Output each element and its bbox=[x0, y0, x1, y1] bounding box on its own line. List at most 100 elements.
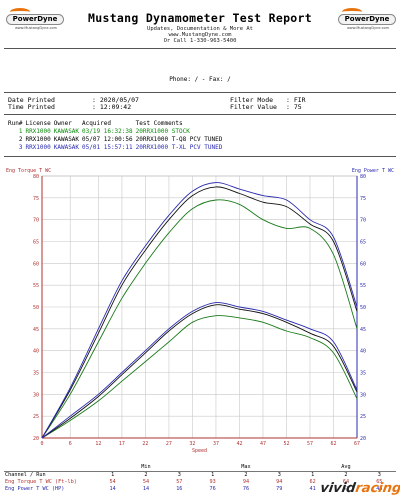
y-right-tick-label: 20 bbox=[360, 436, 366, 442]
filter-mode-label: Filter Mode bbox=[230, 96, 274, 104]
summary-run-number: 2 bbox=[244, 472, 248, 478]
dyno-chart: 0 6 12 17 22 27 32 37 42 47 52 57 62 6720253035404550… bbox=[6, 168, 394, 454]
x-tick-label: 22 bbox=[142, 441, 148, 447]
summary-run-row: Channel / Run 1 2 3 1 2 3 1 2 3 bbox=[4, 472, 396, 480]
runs-table: Run# License Owner Acquired Test Comment… bbox=[8, 120, 225, 152]
y-right-tick-label: 25 bbox=[360, 414, 366, 420]
y-left-tick-label: 50 bbox=[33, 305, 39, 311]
watermark-part1: vivid bbox=[319, 481, 357, 496]
summary-cell: 62 bbox=[309, 479, 316, 485]
summary-cell: 43 bbox=[376, 486, 383, 492]
report-title: Mustang Dynamometer Test Report bbox=[88, 11, 312, 25]
y-left-tick-label: 60 bbox=[33, 261, 39, 267]
y-right-tick-label: 60 bbox=[360, 261, 366, 267]
y-right-tick-label: 70 bbox=[360, 218, 366, 224]
powerdyne-logo-right: PowerDyne www.MustangDyne.com bbox=[338, 8, 398, 34]
run-number: 3 bbox=[18, 144, 23, 151]
y-left-tick-label: 30 bbox=[33, 392, 39, 398]
run-license: RRX1000 bbox=[25, 144, 51, 151]
run-row-1: 1 RRX1000 KAWASAK 03/19 16:32:38 20RRX10… bbox=[8, 128, 225, 136]
summary-cell: 41 bbox=[309, 486, 316, 492]
series-line-run1-power bbox=[41, 315, 358, 439]
summary-cell: 57 bbox=[176, 479, 183, 485]
summary-group-row: Min Max Avg bbox=[4, 464, 396, 472]
series-line-run2-torque bbox=[41, 186, 358, 439]
y-left-tick-label: 45 bbox=[33, 327, 39, 333]
date-printed-label: Date Printed bbox=[8, 96, 55, 104]
logo-swoosh-icon bbox=[342, 8, 362, 16]
summary-cell: 76 bbox=[242, 486, 250, 492]
summary-cell: 64 bbox=[342, 479, 350, 485]
x-tick-label: 67 bbox=[354, 441, 360, 447]
logo-swoosh-icon bbox=[10, 8, 30, 16]
summary-cell: 14 bbox=[142, 486, 150, 492]
y-left-axis-label: Eng Torque T WC bbox=[6, 168, 51, 174]
divider bbox=[4, 48, 396, 49]
y-left-tick-label: 55 bbox=[33, 283, 39, 289]
run-acquired: 03/19 16:32:38 bbox=[82, 128, 133, 135]
time-printed-value: : 12:09:42 bbox=[92, 103, 132, 111]
series-line-run1-torque bbox=[41, 199, 358, 439]
divider bbox=[4, 114, 396, 115]
x-tick-label: 27 bbox=[166, 441, 172, 447]
run-owner: KAWASAK bbox=[53, 128, 80, 135]
report-subtitle-line1: Updates, Documentation & More At bbox=[147, 26, 253, 32]
summary-group-max: Max bbox=[195, 464, 296, 472]
x-tick-label: 6 bbox=[69, 441, 72, 447]
divider bbox=[4, 92, 396, 93]
y-left-tick-label: 75 bbox=[33, 196, 39, 202]
runs-header-acquired: Acquired bbox=[82, 120, 111, 127]
runs-header-comments: Test Comments bbox=[135, 120, 183, 127]
y-right-tick-label: 65 bbox=[360, 240, 366, 246]
summary-run-number: 3 bbox=[377, 472, 381, 478]
series-line-run2-power bbox=[41, 304, 358, 439]
run-license: RRX1000 bbox=[25, 136, 51, 143]
y-left-tick-label: 35 bbox=[33, 371, 39, 377]
report-subtitle-line2: www.MustangDyne.com bbox=[168, 32, 232, 38]
series-line-run3-power bbox=[41, 302, 358, 439]
summary-group-min: Min bbox=[96, 464, 196, 472]
x-axis-label: Speed bbox=[192, 448, 207, 454]
report-subtitle-line3: Or Call 1-330-963-5400 bbox=[163, 38, 237, 44]
y-left-tick-label: 25 bbox=[33, 414, 39, 420]
runs-header-run: Run# bbox=[8, 120, 23, 127]
run-number: 1 bbox=[18, 128, 23, 135]
summary-run-number: 2 bbox=[344, 472, 348, 478]
run-row-3: 3 RRX1000 KAWASAK 05/01 15:57:11 20RRX10… bbox=[8, 144, 225, 152]
run-row-2: 2 RRX1000 KAWASAK 05/07 12:00:56 20RRX10… bbox=[8, 136, 225, 144]
run-owner: KAWASAK bbox=[53, 136, 80, 143]
summary-run-number: 1 bbox=[311, 472, 315, 478]
filter-value-label: Filter Value bbox=[230, 103, 277, 111]
summary-row-label: Eng Torque T WC (Ft-lb) bbox=[5, 479, 77, 485]
x-tick-label: 62 bbox=[330, 441, 336, 447]
y-right-tick-label: 55 bbox=[360, 283, 366, 289]
run-comment: 20RRX1000 STOCK bbox=[135, 128, 190, 135]
run-license: RRX1000 bbox=[25, 128, 51, 135]
run-acquired: 05/07 12:00:56 bbox=[82, 136, 133, 143]
summary-channel-label: Channel / Run bbox=[5, 472, 46, 478]
logo-tagline: www.MustangDyne.com bbox=[346, 26, 390, 30]
run-comment: 20RRX1000 T-Q8 PCV TUNED bbox=[135, 136, 223, 143]
y-left-tick-label: 65 bbox=[33, 240, 39, 246]
summary-run-number: 1 bbox=[111, 472, 115, 478]
series-line-run3-torque bbox=[41, 182, 358, 439]
summary-cell: 54 bbox=[109, 479, 116, 485]
y-left-tick-label: 70 bbox=[33, 218, 39, 224]
y-right-axis-label: Eng Power T WC bbox=[352, 168, 394, 174]
y-right-tick-label: 30 bbox=[360, 392, 366, 398]
filter-mode-value: : FIR bbox=[286, 96, 306, 104]
summary-run-number: 2 bbox=[144, 472, 148, 478]
summary-group-avg: Avg bbox=[295, 464, 396, 472]
watermark-part2: racing bbox=[354, 481, 400, 496]
y-right-tick-label: 75 bbox=[360, 196, 366, 202]
powerdyne-logo-left: PowerDyne www.MustangDyne.com bbox=[6, 8, 66, 34]
logo-tagline: www.MustangDyne.com bbox=[14, 26, 58, 30]
y-right-tick-label: 40 bbox=[360, 349, 366, 355]
summary-cell: 65 bbox=[376, 479, 383, 485]
x-tick-label: 47 bbox=[260, 441, 266, 447]
time-printed-label: Time Printed bbox=[8, 103, 55, 111]
x-tick-label: 17 bbox=[119, 441, 125, 447]
x-tick-label: 37 bbox=[213, 441, 219, 447]
contact-line: Phone: / - Fax: / bbox=[169, 76, 231, 83]
y-right-tick-label: 45 bbox=[360, 327, 366, 333]
